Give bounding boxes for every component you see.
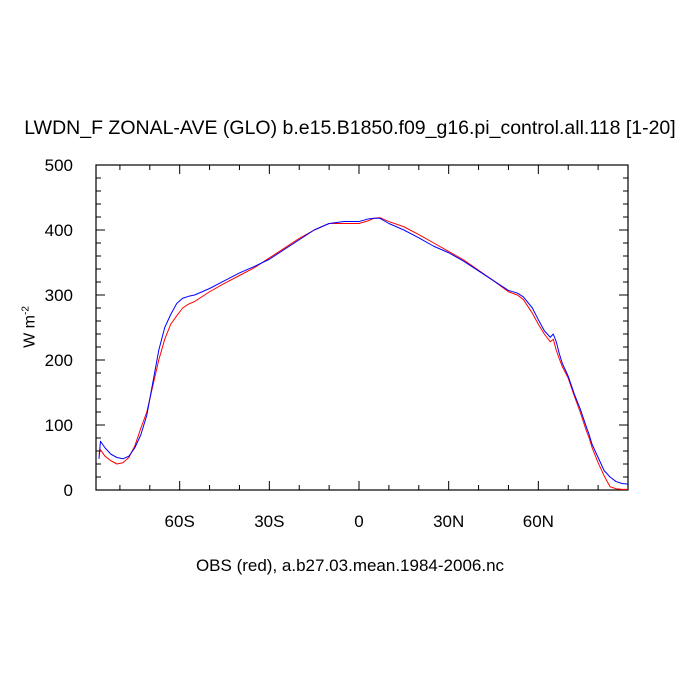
x-tick-label: 30S — [254, 512, 284, 531]
plot-frame — [95, 164, 629, 491]
y-tick-label: 200 — [45, 351, 73, 370]
y-tick-label: 400 — [45, 221, 73, 240]
y-tick-label: 300 — [45, 286, 73, 305]
chart-title: LWDN_F ZONAL-AVE (GLO) b.e15.B1850.f09_g… — [24, 117, 676, 139]
x-axis-label: OBS (red), a.b27.03.mean.1984-2006.nc — [195, 556, 505, 575]
x-tick-label: 0 — [354, 512, 363, 531]
series-line-blue — [98, 217, 629, 485]
y-tick-label: 100 — [45, 416, 73, 435]
x-tick-label: 60N — [523, 512, 554, 531]
x-tick-label: 30N — [433, 512, 464, 531]
y-tick-label: 500 — [45, 156, 73, 175]
y-tick-label: 0 — [64, 481, 73, 500]
x-tick-label: 60S — [165, 512, 195, 531]
series-line-red — [98, 217, 628, 490]
